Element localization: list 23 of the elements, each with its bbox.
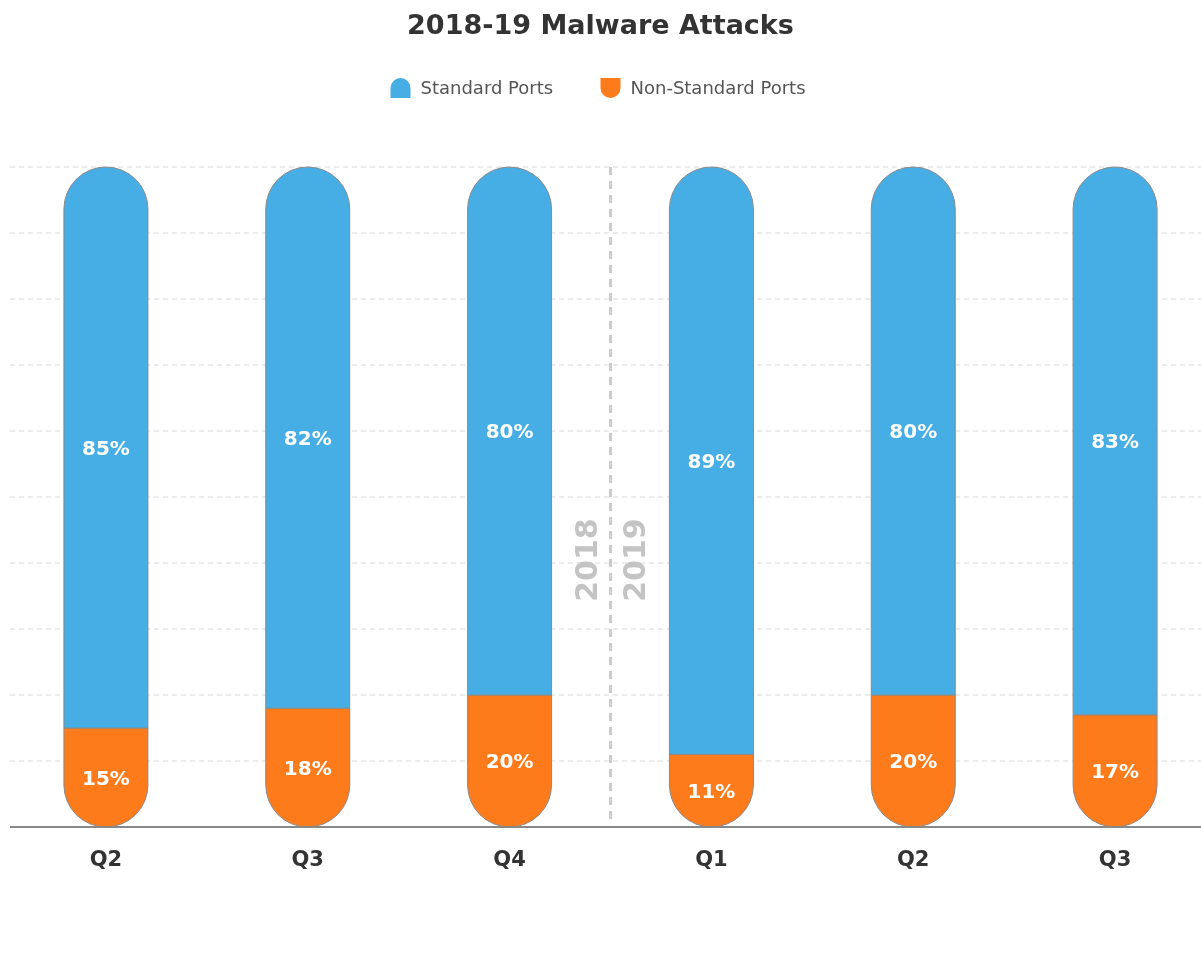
x-tick-label: Q3 xyxy=(1098,847,1132,871)
legend-label: Non-Standard Ports xyxy=(630,77,806,99)
data-label: 85% xyxy=(81,435,130,460)
x-tick-label: Q1 xyxy=(695,847,728,871)
x-tick-label: Q4 xyxy=(493,847,526,871)
data-label: 89% xyxy=(687,448,736,473)
data-label: 20% xyxy=(889,749,938,773)
annotation: 2019 xyxy=(616,518,652,602)
data-label: 17% xyxy=(1091,758,1140,783)
data-label: 20% xyxy=(485,749,534,773)
data-label: 83% xyxy=(1091,428,1140,453)
data-label: 80% xyxy=(485,419,534,443)
data-label: 11% xyxy=(687,778,736,803)
legend-label: Standard Ports xyxy=(420,77,554,99)
x-tick-label: Q2 xyxy=(897,847,930,871)
data-label: 15% xyxy=(81,765,130,790)
x-tick-label: Q3 xyxy=(291,847,324,871)
data-label: 80% xyxy=(889,419,938,443)
annotation: 2018 xyxy=(568,518,604,602)
data-label: 18% xyxy=(283,755,332,780)
chart-title: 2018-19 Malware Attacks xyxy=(407,9,794,40)
data-label: 82% xyxy=(283,425,332,450)
x-tick-label: Q2 xyxy=(89,847,123,871)
